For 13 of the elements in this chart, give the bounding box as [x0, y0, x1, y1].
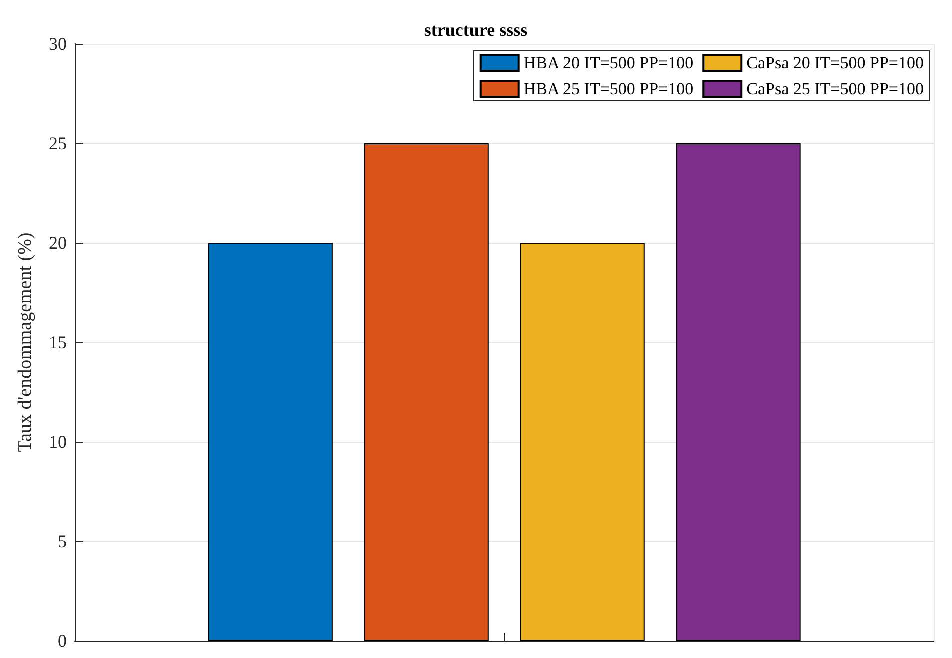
y-tick-label: 0 [58, 631, 67, 651]
y-tick-label: 15 [49, 332, 67, 352]
legend-label: CaPsa 20 IT=500 PP=100 [746, 54, 924, 72]
legend-label: CaPsa 25 IT=500 PP=100 [746, 80, 924, 98]
y-tick-label: 5 [58, 532, 67, 552]
legend-label: HBA 25 IT=500 PP=100 [524, 80, 694, 98]
y-tick-label: 30 [49, 34, 67, 54]
y-tick-label: 25 [49, 134, 67, 154]
y-axis-title: Taux d'endommagement (%) [15, 232, 36, 452]
chart-title: structure ssss [424, 20, 528, 40]
y-tick-label: 10 [49, 432, 67, 452]
y-tick-label: 20 [49, 233, 67, 253]
legend-label: HBA 20 IT=500 PP=100 [524, 54, 694, 72]
